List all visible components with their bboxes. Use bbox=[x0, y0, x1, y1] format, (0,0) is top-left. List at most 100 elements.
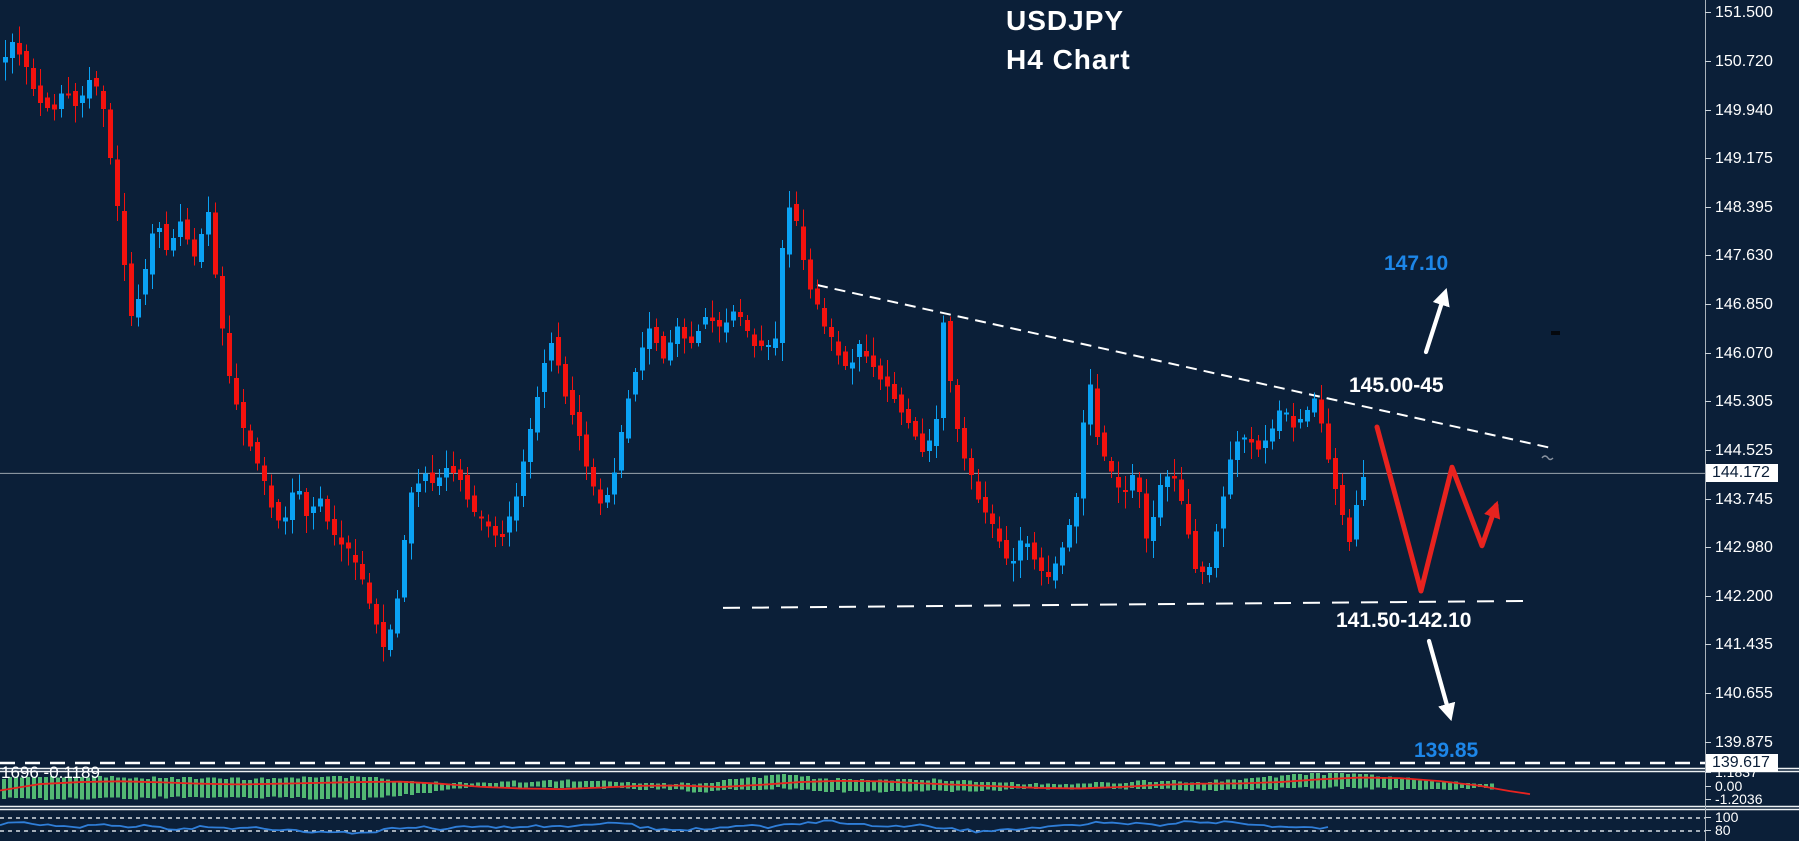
osma-histogram-bar bbox=[578, 781, 582, 789]
osma-histogram-bar bbox=[860, 778, 864, 793]
candle-body bbox=[801, 226, 806, 261]
osma-histogram-bar bbox=[1184, 782, 1188, 791]
candle-body bbox=[360, 563, 365, 580]
osma-histogram-bar bbox=[356, 776, 360, 799]
candle-body bbox=[171, 237, 176, 251]
osma-histogram-bar bbox=[566, 779, 570, 788]
price-tick: 149.175 bbox=[1705, 150, 1799, 168]
candle-body bbox=[52, 104, 57, 110]
candle-body bbox=[1074, 497, 1079, 527]
osma-histogram-bar bbox=[884, 779, 888, 793]
osma-histogram-bar bbox=[248, 779, 252, 799]
price-tick: 142.980 bbox=[1705, 539, 1799, 557]
indicator-value-readout: 1696 -0.1189 bbox=[1, 763, 100, 782]
axis-tick-mark bbox=[1705, 693, 1711, 695]
osma-histogram-bar bbox=[938, 779, 942, 791]
candle-body bbox=[542, 363, 547, 392]
candle-body bbox=[1130, 475, 1135, 491]
osma-histogram-bar bbox=[1082, 783, 1086, 788]
candle-body bbox=[920, 433, 925, 452]
candle-body bbox=[1333, 458, 1338, 489]
indicator2-level-80: 80 bbox=[1715, 822, 1731, 838]
osma-histogram-bar bbox=[1316, 773, 1320, 789]
osma-histogram-bar bbox=[206, 777, 210, 798]
candle-body bbox=[941, 322, 946, 418]
osma-histogram-bar bbox=[854, 779, 858, 791]
osma-histogram-bar bbox=[86, 777, 90, 800]
candle-body bbox=[1116, 477, 1121, 488]
osma-histogram-bar bbox=[1394, 777, 1398, 788]
annotation-upside-target: 147.10 bbox=[1384, 252, 1449, 275]
osma-histogram-bar bbox=[1028, 784, 1032, 788]
osma-histogram-bar bbox=[620, 782, 624, 789]
candle-body bbox=[661, 336, 666, 359]
osma-histogram-bar bbox=[368, 777, 372, 798]
osma-histogram-bar bbox=[308, 777, 312, 800]
candle-body bbox=[997, 528, 1002, 542]
candle-body bbox=[1312, 398, 1317, 413]
candle-body bbox=[773, 338, 778, 348]
candle-body bbox=[528, 429, 533, 462]
osma-histogram-bar bbox=[242, 779, 246, 798]
osma-histogram-bar bbox=[104, 777, 108, 798]
candle-body bbox=[913, 421, 918, 437]
candle-body bbox=[31, 67, 36, 90]
axis-tick-mark bbox=[1705, 547, 1711, 549]
candle-body bbox=[45, 97, 50, 108]
osma-histogram-bar bbox=[926, 780, 930, 791]
osma-histogram-bar bbox=[194, 778, 198, 798]
candle-body bbox=[507, 516, 512, 533]
candle-body bbox=[1186, 503, 1191, 535]
osma-histogram-bar bbox=[908, 779, 912, 792]
osma-histogram-bar bbox=[152, 776, 156, 799]
osma-histogram-bar bbox=[512, 780, 516, 787]
candle-body bbox=[17, 43, 22, 55]
candle-body bbox=[850, 362, 855, 369]
osma-histogram-bar bbox=[98, 776, 102, 798]
candle-body bbox=[1053, 563, 1058, 581]
axis-tick-mark bbox=[1705, 450, 1711, 452]
annotation-support-zone: 141.50-142.10 bbox=[1336, 609, 1472, 632]
osma-histogram-bar bbox=[122, 777, 126, 799]
candle-body bbox=[1200, 566, 1205, 572]
osma-histogram-bar bbox=[116, 777, 120, 798]
osma-histogram-bar bbox=[806, 776, 810, 790]
candle-body bbox=[899, 394, 904, 413]
candle-body bbox=[80, 95, 85, 103]
candle-body bbox=[563, 363, 568, 397]
candle-body bbox=[143, 268, 148, 295]
osma-histogram-bar bbox=[56, 777, 60, 800]
price-axis[interactable]: 151.500 150.720 149.940 149.175 148.395 147.6… bbox=[1705, 0, 1799, 841]
osma-histogram-bar bbox=[1436, 782, 1440, 790]
osma-histogram-bar bbox=[422, 782, 426, 793]
osma-histogram-bar bbox=[128, 778, 132, 800]
axis-tick-mark bbox=[1705, 778, 1799, 796]
projected-price-path[interactable] bbox=[1374, 424, 1501, 594]
osma-histogram-bar bbox=[1322, 774, 1326, 789]
osma-histogram-bar bbox=[1238, 780, 1242, 790]
candle-body bbox=[500, 534, 505, 537]
osma-histogram-bar bbox=[914, 779, 918, 791]
candle-body bbox=[745, 320, 750, 331]
osma-histogram-bar bbox=[218, 778, 222, 797]
candle-body bbox=[122, 211, 127, 265]
candle-body bbox=[1193, 531, 1198, 570]
osma-histogram-bar bbox=[878, 779, 882, 793]
candle-body bbox=[766, 345, 771, 348]
osma-histogram-bar bbox=[386, 779, 390, 796]
candle-body bbox=[1319, 399, 1324, 424]
candle-body bbox=[311, 506, 316, 513]
price-tick: 150.720 bbox=[1705, 53, 1799, 71]
osma-histogram-bar bbox=[38, 777, 42, 799]
osma-histogram-bar bbox=[416, 783, 420, 794]
osma-histogram-bar bbox=[626, 782, 630, 789]
candle-body bbox=[1158, 485, 1163, 518]
candle-body bbox=[1347, 517, 1352, 543]
horizontal-support[interactable] bbox=[722, 600, 1525, 609]
candle-body bbox=[458, 469, 463, 481]
candle-body bbox=[1256, 440, 1261, 450]
candle-body bbox=[164, 223, 169, 251]
osma-histogram-bar bbox=[254, 778, 258, 798]
candle-body bbox=[87, 79, 92, 99]
